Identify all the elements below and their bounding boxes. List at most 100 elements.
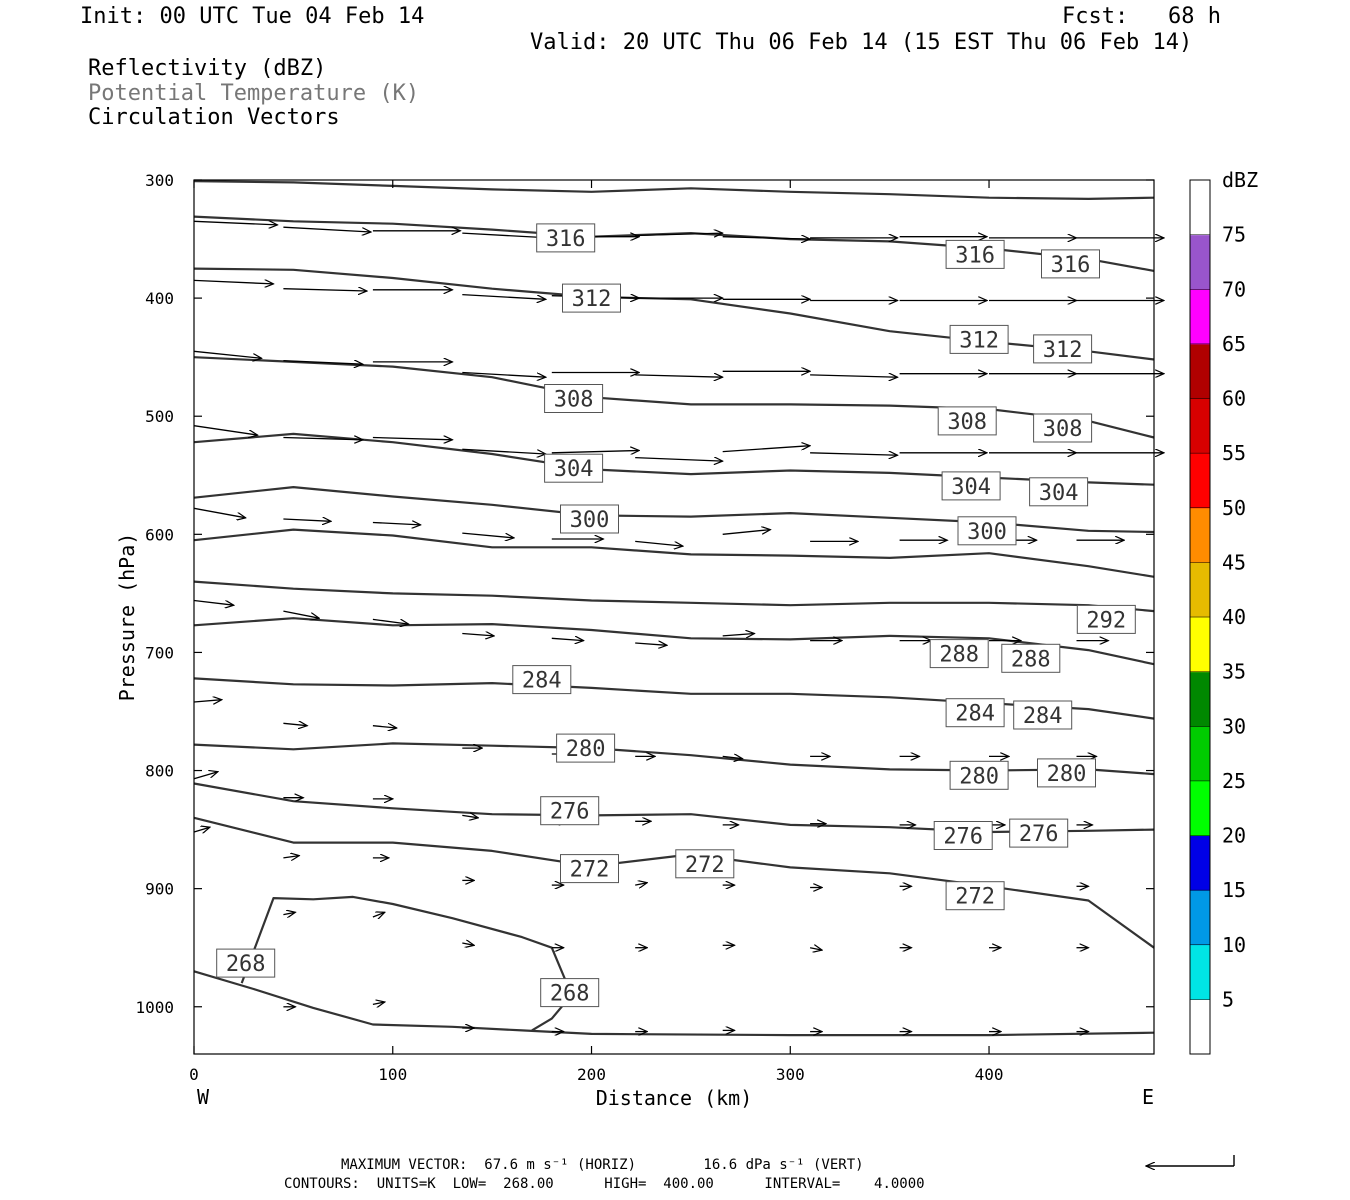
contour-label-box bbox=[1029, 477, 1089, 507]
circulation-vector bbox=[193, 507, 246, 518]
contour-info: CONTOURS: UNITS=K LOW= 268.00 HIGH= 400.… bbox=[284, 1176, 925, 1192]
contour-label-box bbox=[544, 453, 604, 483]
colorbar-swatch bbox=[1190, 999, 1210, 1055]
circulation-vector bbox=[635, 375, 723, 377]
circulation-vector bbox=[283, 361, 363, 365]
contour-label: 268 bbox=[216, 948, 276, 978]
contour-label-box bbox=[216, 948, 276, 978]
theta-contour-1 bbox=[193, 215, 1155, 272]
circulation-vector bbox=[462, 532, 514, 538]
legend-reflectivity: Reflectivity (dBZ) bbox=[88, 56, 327, 81]
contour-label-text: 308 bbox=[1043, 417, 1083, 442]
contour-label-box bbox=[512, 665, 572, 695]
colorbar-swatch bbox=[1190, 289, 1210, 345]
contour-label-box bbox=[945, 698, 1005, 728]
y-tick-label: 600 bbox=[145, 525, 174, 544]
colorbar-label: 30 bbox=[1222, 714, 1246, 738]
contour-label: 316 bbox=[1041, 249, 1100, 279]
colorbar-swatch bbox=[1190, 343, 1210, 400]
contour-label: 300 bbox=[560, 504, 619, 534]
colorbar-swatch bbox=[1190, 835, 1210, 891]
circulation-vector bbox=[462, 634, 494, 636]
circulation-vector bbox=[193, 280, 274, 284]
circulation-vector bbox=[283, 289, 367, 291]
contour-label-box bbox=[556, 733, 616, 763]
colorbar-swatch bbox=[1190, 562, 1210, 618]
colorbar-swatch bbox=[1190, 398, 1210, 454]
y-tick-label: 500 bbox=[145, 407, 174, 426]
contour-label-text: 304 bbox=[1039, 481, 1079, 506]
legend-potential-temperature: Potential Temperature (K) bbox=[88, 81, 420, 106]
y-tick-label: 900 bbox=[145, 880, 174, 899]
circulation-vector bbox=[193, 827, 210, 832]
contour-label-box bbox=[562, 283, 621, 313]
contour-label-box bbox=[945, 881, 1005, 911]
y-tick-label: 700 bbox=[145, 643, 174, 662]
contour-label-text: 300 bbox=[967, 520, 1007, 545]
colorbar-swatch bbox=[1190, 234, 1210, 290]
contour-label-text: 312 bbox=[959, 328, 999, 353]
contour-label-box bbox=[540, 978, 600, 1008]
theta-contour-8 bbox=[193, 617, 1155, 666]
contour-label-box bbox=[1009, 818, 1069, 848]
contour-label-box bbox=[544, 384, 604, 413]
colorbar-label: 50 bbox=[1222, 496, 1246, 520]
circulation-vector bbox=[193, 425, 258, 435]
contour-label: 304 bbox=[1029, 477, 1089, 507]
circulation-vector bbox=[193, 700, 222, 702]
contour-label: 272 bbox=[945, 881, 1005, 911]
theta-contour-10 bbox=[193, 742, 1155, 776]
contour-label-box bbox=[933, 821, 993, 850]
contour-label: 312 bbox=[1033, 334, 1093, 364]
colorbar-swatch bbox=[1190, 890, 1210, 946]
contour-label: 284 bbox=[1013, 700, 1073, 730]
colorbar-label: 5 bbox=[1222, 987, 1234, 1011]
contour-label-text: 300 bbox=[570, 508, 610, 533]
contour-label-text: 304 bbox=[951, 475, 991, 500]
circulation-vector bbox=[551, 638, 584, 640]
y-tick-label: 400 bbox=[145, 289, 174, 308]
circulation-vector bbox=[372, 912, 385, 917]
contour-label-box bbox=[937, 406, 997, 436]
contour-label-text: 276 bbox=[550, 800, 590, 825]
contour-label: 280 bbox=[1037, 758, 1096, 788]
contour-label-text: 284 bbox=[955, 702, 995, 727]
contour-label: 272 bbox=[560, 854, 619, 884]
contour-label: 288 bbox=[929, 639, 989, 669]
circulation-vector bbox=[722, 530, 771, 535]
colorbar-label: 60 bbox=[1222, 387, 1246, 411]
contour-label-box bbox=[945, 239, 1005, 269]
contour-label: 284 bbox=[945, 698, 1005, 728]
colorbar-label: 40 bbox=[1222, 605, 1246, 629]
contour-label: 288 bbox=[1001, 643, 1061, 673]
colorbar-label: 55 bbox=[1222, 441, 1246, 465]
theta-contour-0 bbox=[193, 180, 1155, 200]
x-tick-label: 100 bbox=[378, 1065, 407, 1084]
colorbar-label: 75 bbox=[1222, 223, 1246, 247]
circulation-vector bbox=[722, 756, 743, 758]
contour-label-layer: 316 316 316 312 312 312 308 308 308 304 304 304 300 3… bbox=[216, 223, 1136, 1008]
circulation-vector bbox=[462, 293, 546, 300]
contour-label-text: 276 bbox=[943, 825, 983, 850]
legend-circulation-vectors: Circulation Vectors bbox=[88, 105, 340, 130]
contour-label: 276 bbox=[933, 821, 993, 850]
circulation-vector bbox=[722, 237, 810, 239]
contour-label-text: 316 bbox=[955, 243, 995, 268]
colorbar-swatch bbox=[1190, 726, 1210, 782]
colorbar-label: 10 bbox=[1222, 933, 1246, 957]
contour-label-box bbox=[536, 223, 596, 253]
contour-label-text: 288 bbox=[1011, 647, 1051, 672]
vector-layer bbox=[193, 221, 1164, 1031]
theta-contour-13 bbox=[240, 895, 573, 1032]
contour-label: 272 bbox=[675, 849, 735, 879]
contour-label: 276 bbox=[540, 796, 600, 826]
circulation-vector bbox=[283, 912, 295, 914]
theta-contour-2 bbox=[193, 267, 1155, 361]
contour-label-box bbox=[1033, 413, 1093, 443]
contour-label-text: 284 bbox=[522, 669, 562, 694]
contour-label-text: 276 bbox=[1019, 822, 1059, 847]
contour-label-text: 272 bbox=[685, 853, 725, 878]
contour-label: 280 bbox=[556, 733, 616, 763]
contour-label: 316 bbox=[536, 223, 596, 253]
circulation-vector bbox=[722, 634, 755, 636]
